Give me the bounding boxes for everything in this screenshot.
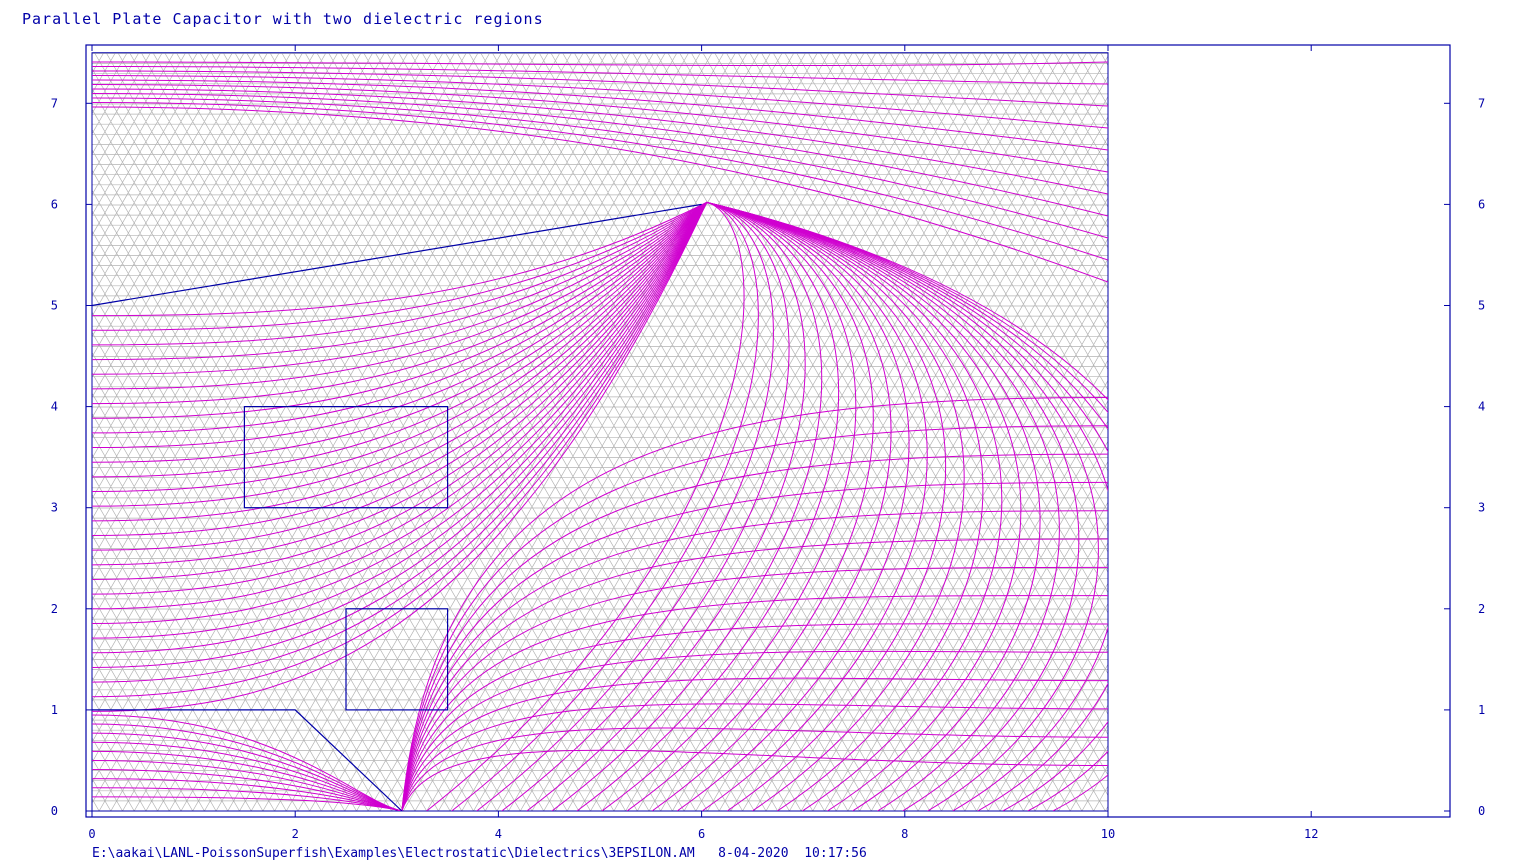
mesh-grid [92, 52, 1108, 811]
upper-electrode [91, 203, 702, 307]
x-tick-label: 4 [495, 827, 502, 841]
y-tick-label-right: 5 [1478, 299, 1485, 313]
x-tick-label: 0 [88, 827, 95, 841]
y-tick-label-left: 2 [51, 602, 58, 616]
y-tick-label-right: 1 [1478, 703, 1485, 717]
geometry-boundaries [91, 203, 702, 812]
y-tick-label-left: 5 [51, 299, 58, 313]
y-tick-label-left: 3 [51, 501, 58, 515]
problem-boundary [91, 52, 1109, 812]
file-path-footer: E:\aakai\LANL-PoissonSuperfish\Examples\… [92, 846, 867, 861]
plot-title: Parallel Plate Capacitor with two dielec… [22, 10, 544, 28]
x-tick-label: 2 [292, 827, 299, 841]
y-tick-label-right: 6 [1478, 197, 1485, 211]
axis-ticks: 0 2 4 6 8 10 120 01 12 23 34 45 56 67 7 [51, 45, 1485, 841]
plot-frame [85, 44, 1451, 818]
x-tick-label: 10 [1101, 827, 1115, 841]
y-tick-label-left: 0 [51, 804, 58, 818]
x-tick-label: 12 [1304, 827, 1318, 841]
lower-electrode [92, 709, 403, 812]
dielectric-region-2 [345, 608, 449, 711]
equipotential-lines [92, 61, 1108, 811]
dielectric-region-1 [243, 406, 449, 509]
y-tick-label-left: 1 [51, 703, 58, 717]
y-tick-label-right: 2 [1478, 602, 1485, 616]
y-tick-label-left: 6 [51, 197, 58, 211]
y-tick-label-left: 4 [51, 400, 58, 414]
y-tick-label-right: 0 [1478, 804, 1485, 818]
triangular-mesh [91, 52, 1109, 812]
y-tick-label-right: 3 [1478, 501, 1485, 515]
y-tick-label-right: 4 [1478, 400, 1485, 414]
x-tick-label: 8 [901, 827, 908, 841]
plot-border [85, 44, 1451, 818]
y-tick-label-right: 7 [1478, 96, 1485, 110]
y-tick-label-left: 7 [51, 96, 58, 110]
x-tick-label: 6 [698, 827, 705, 841]
